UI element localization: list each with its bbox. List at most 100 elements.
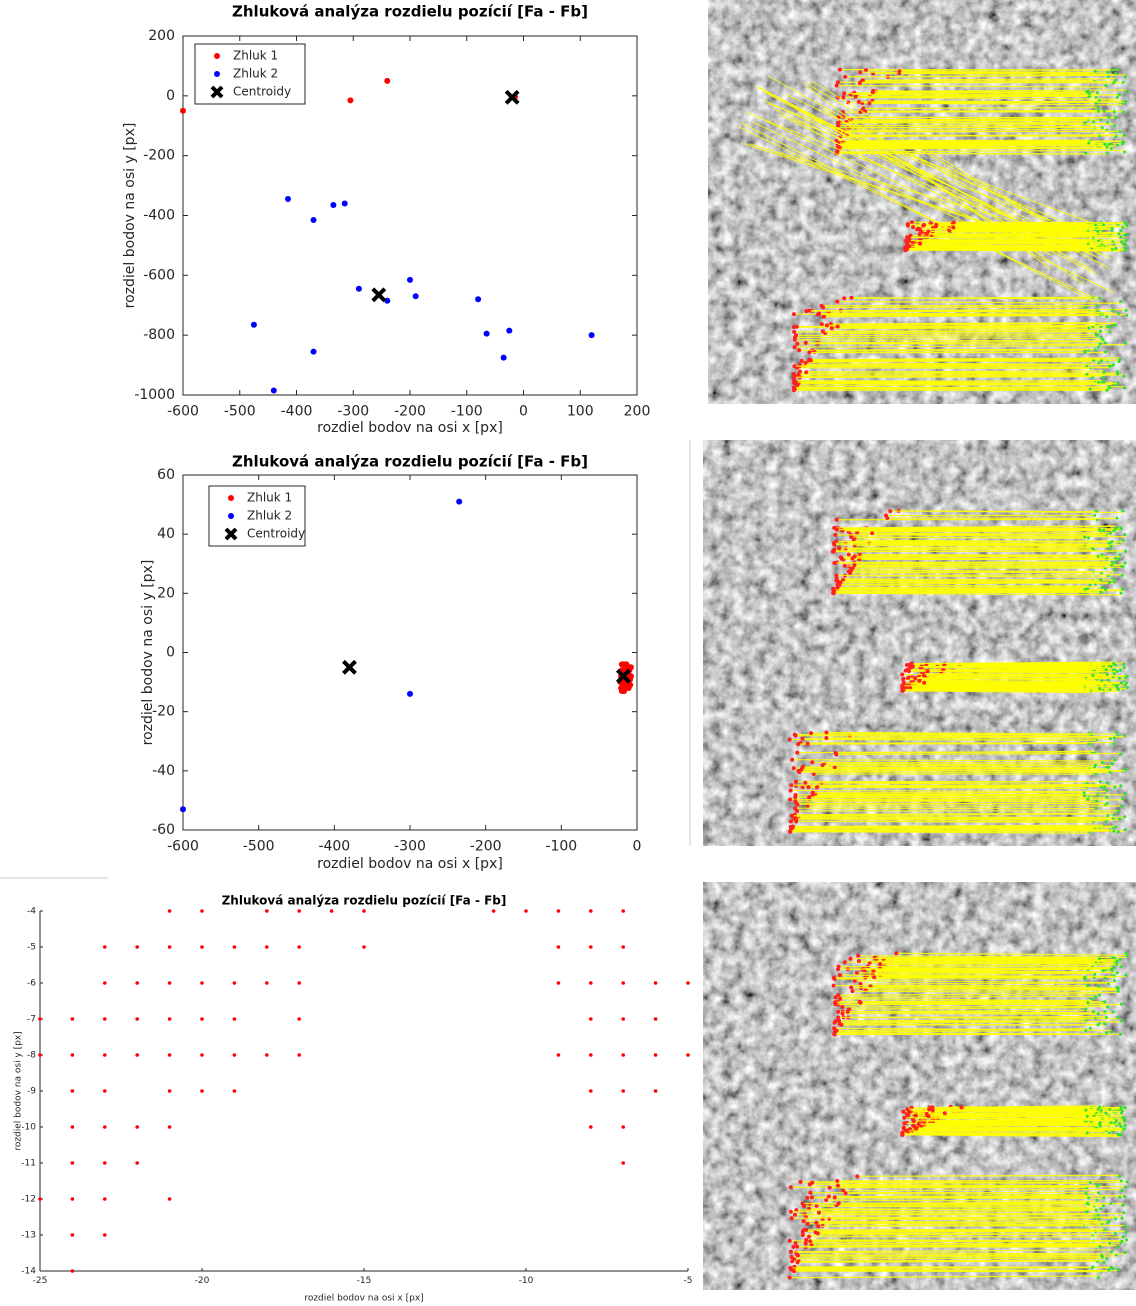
match-end (1095, 304, 1099, 308)
match-start (831, 975, 836, 980)
match-end (1100, 553, 1104, 557)
match-start (808, 1239, 813, 1244)
match-start (792, 337, 797, 342)
match-start (800, 785, 805, 790)
point (70, 1269, 75, 1273)
y-tick-label: 20 (157, 585, 175, 601)
point (200, 1089, 204, 1093)
match-line (924, 674, 1093, 678)
match-start (833, 1002, 838, 1007)
point (621, 981, 625, 985)
legend-marker (228, 513, 234, 519)
match-end (1085, 1114, 1089, 1118)
match-end (1103, 142, 1107, 146)
match-end (1096, 794, 1100, 798)
match-start (793, 795, 798, 800)
match-end (1093, 348, 1097, 352)
match-line (819, 312, 1119, 315)
match-start (833, 995, 838, 1000)
match-end (1093, 513, 1097, 517)
y-tick-label: 0 (166, 645, 175, 661)
match-end (1106, 70, 1110, 74)
point (103, 945, 107, 949)
match-start (856, 953, 861, 958)
match-start (792, 312, 797, 317)
match-end (1088, 1026, 1092, 1030)
match-start (835, 1178, 840, 1183)
y-tick-label: -10 (21, 1123, 36, 1133)
match-end (1116, 372, 1120, 376)
match-end (1112, 363, 1116, 367)
match-line (740, 122, 1094, 302)
match-line (902, 690, 1092, 694)
match-line (851, 569, 1115, 573)
match-line (836, 574, 1123, 577)
match-end (1125, 674, 1129, 678)
point (653, 1089, 658, 1093)
match-end (1125, 89, 1129, 93)
match-line (902, 673, 1108, 676)
match-start (792, 386, 797, 391)
x-tick-label: -100 (451, 403, 483, 419)
x-tick-label: -600 (167, 838, 199, 854)
point (135, 1053, 139, 1057)
point (589, 909, 593, 913)
match-start (867, 101, 872, 106)
match-start (841, 1188, 846, 1193)
match-line (842, 530, 1114, 534)
match-line (837, 1185, 1098, 1188)
match-line (838, 123, 1115, 127)
match-end (1112, 580, 1116, 584)
match-end (1124, 309, 1128, 313)
point (625, 685, 632, 691)
match-line (794, 816, 1125, 819)
match-line (789, 1275, 1099, 1279)
match-end (1091, 120, 1095, 124)
match-end (1115, 516, 1119, 520)
match-end (1108, 1107, 1112, 1111)
match-end (1105, 801, 1109, 805)
match-end (1105, 1257, 1109, 1261)
match-start (863, 68, 868, 73)
match-line (790, 1249, 1112, 1253)
match-end (1083, 305, 1087, 309)
match-start (906, 669, 911, 674)
match-line (822, 764, 1096, 767)
match-line (834, 542, 1110, 546)
match-end (1116, 989, 1120, 993)
match-start (807, 1234, 812, 1239)
match-end (1093, 69, 1097, 73)
match-end (1112, 110, 1116, 114)
match-end (1112, 662, 1116, 666)
match-end (1108, 1241, 1112, 1245)
match-end (1093, 995, 1097, 999)
point (621, 687, 628, 694)
match-start (803, 340, 808, 345)
match-end (1105, 151, 1109, 155)
point (167, 1125, 172, 1129)
match-start (797, 770, 802, 775)
match-start (808, 1190, 813, 1195)
match-line (812, 1182, 1091, 1184)
match-start (837, 1019, 842, 1024)
match-end (1103, 1228, 1107, 1232)
match-start (894, 951, 899, 956)
point (135, 945, 139, 949)
match-end (1123, 1250, 1127, 1254)
match-start (808, 358, 813, 363)
match-line (899, 70, 1096, 74)
point (167, 1197, 172, 1201)
match-end (1102, 1196, 1106, 1200)
match-line (837, 586, 1103, 589)
match-start (904, 1128, 909, 1133)
match-line (872, 532, 1111, 536)
match-end (1116, 1015, 1120, 1019)
point (524, 909, 528, 913)
match-line (856, 971, 1118, 974)
match-end (1112, 979, 1116, 983)
match-start (927, 1107, 932, 1112)
match-end (1124, 767, 1128, 771)
match-end (1107, 115, 1111, 119)
match-line (818, 313, 1101, 317)
match-start (797, 348, 802, 353)
